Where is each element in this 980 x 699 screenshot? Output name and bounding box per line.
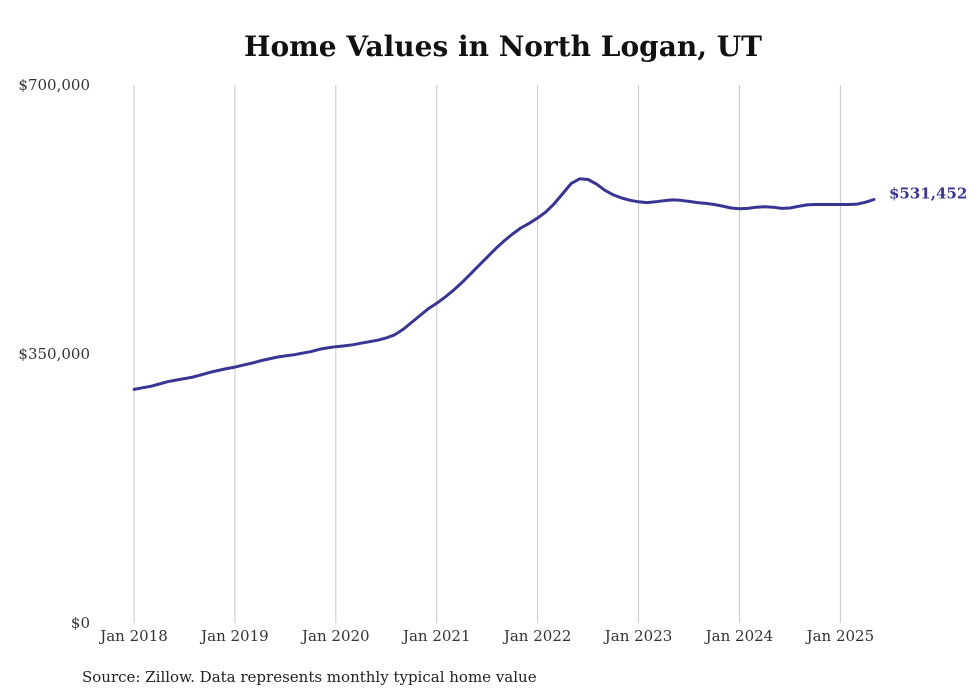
x-tick-label: Jan 2018: [98, 627, 168, 645]
x-tick-label: Jan 2024: [704, 627, 774, 645]
end-value-label: $531,452: [889, 185, 967, 203]
y-tick-label: $700,000: [18, 76, 90, 94]
gridlines: [133, 85, 841, 623]
x-tick-label: Jan 2020: [300, 627, 370, 645]
y-tick-label: $350,000: [18, 345, 90, 363]
x-tick-label: Jan 2023: [603, 627, 673, 645]
x-axis-ticks: Jan 2018 Jan 2019 Jan 2020 Jan 2021 Jan 2022…: [98, 627, 874, 645]
chart-title: Home Values in North Logan, UT: [244, 30, 762, 63]
x-tick-label: Jan 2025: [805, 627, 875, 645]
y-tick-label: $0: [71, 614, 90, 632]
x-tick-label: Jan 2021: [401, 627, 471, 645]
y-axis-ticks: $0 $350,000 $700,000: [18, 76, 90, 632]
home-value-line: [132, 177, 876, 391]
x-tick-label: Jan 2022: [502, 627, 572, 645]
x-tick-label: Jan 2019: [199, 627, 269, 645]
source-note: Source: Zillow. Data represents monthly …: [82, 668, 537, 686]
